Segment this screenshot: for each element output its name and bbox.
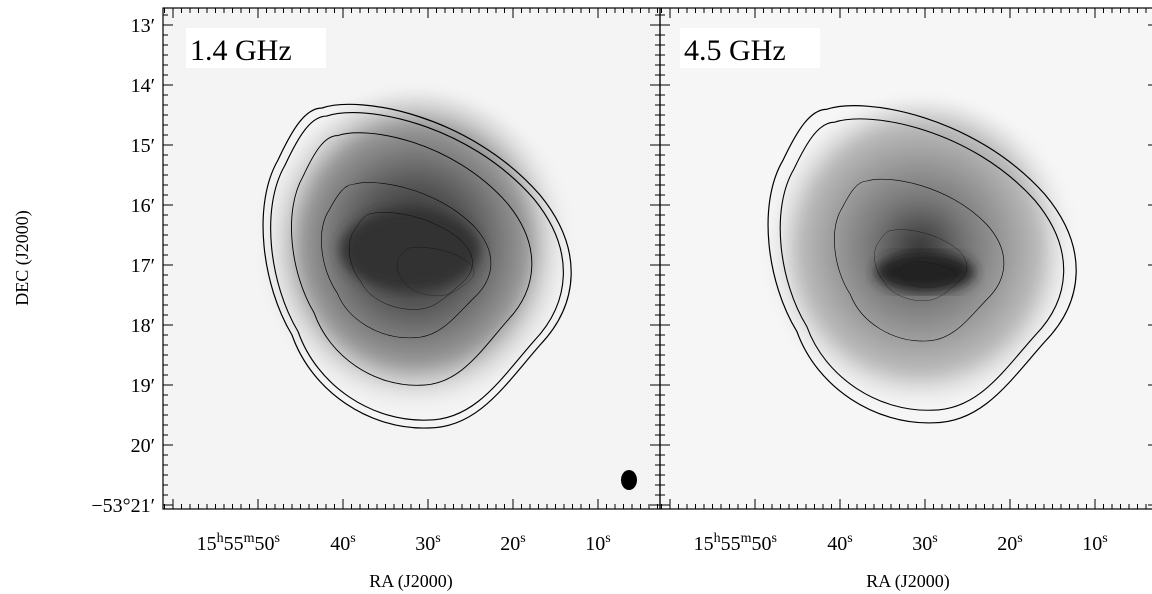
- x-tick-label-part: s: [932, 531, 937, 546]
- x-tick-label: 30s: [912, 531, 937, 555]
- x-tick-label-part: s: [350, 531, 355, 546]
- x-tick-label-part: s: [605, 531, 610, 546]
- label-bg: [680, 28, 820, 68]
- x-tick-label: 20s: [500, 531, 525, 555]
- x-tick-label: 10s: [1082, 531, 1107, 555]
- x-tick-label-part: h: [714, 531, 721, 546]
- panel-label: 1.4 GHz: [190, 34, 292, 67]
- x-tick-label-part: s: [1017, 531, 1022, 546]
- x-tick-label-part: s: [772, 531, 777, 546]
- x-tick-label-part: 30: [912, 533, 932, 555]
- x-tick-label-part: 40: [827, 533, 847, 555]
- panel-label: 4.5 GHz: [684, 34, 786, 67]
- x-tick-label-part: 55: [721, 533, 741, 555]
- panel-frame: [659, 7, 1152, 510]
- x-tick-label: 40s: [827, 531, 852, 555]
- y-tick-label: 20′: [131, 435, 155, 457]
- y-axis-label: DEC (J2000): [12, 210, 33, 306]
- x-tick-label-part: s: [847, 531, 852, 546]
- x-tick-label-part: 20: [997, 533, 1017, 555]
- y-tick-label: 14′: [131, 75, 155, 97]
- x-tick-label-part: 30: [415, 533, 435, 555]
- x-tick-label-part: 40: [330, 533, 350, 555]
- x-tick-label: 40s: [330, 531, 355, 555]
- x-tick-label-part: 55: [224, 533, 244, 555]
- y-tick-label: 13′: [131, 15, 155, 37]
- x-tick-label-part: s: [520, 531, 525, 546]
- x-tick-label-part: 20: [500, 533, 520, 555]
- x-axis-label: RA (J2000): [369, 571, 453, 592]
- x-tick-label-part: 15: [694, 533, 714, 555]
- x-tick-label-part: s: [275, 531, 280, 546]
- x-tick-label: 30s: [415, 531, 440, 555]
- x-tick-label-part: 50: [255, 533, 275, 555]
- x-tick-label-part: m: [244, 531, 255, 546]
- y-tick-label: 18′: [131, 315, 155, 337]
- label-bg: [186, 28, 326, 68]
- x-tick-label-part: s: [1102, 531, 1107, 546]
- y-tick-label: 15′: [131, 135, 155, 157]
- y-tick-label: 17′: [131, 255, 155, 277]
- x-tick-label: 15h55m50s: [197, 531, 280, 555]
- x-tick-label: 15h55m50s: [694, 531, 777, 555]
- map-1: [255, 92, 637, 490]
- x-tick-label-part: 50: [752, 533, 772, 555]
- x-tick-label-part: m: [741, 531, 752, 546]
- x-tick-label: 20s: [997, 531, 1022, 555]
- y-tick-label: 16′: [131, 195, 155, 217]
- x-axis-label: RA (J2000): [866, 571, 950, 592]
- x-tick-label-part: 10: [585, 533, 605, 555]
- map-2: [760, 100, 1080, 430]
- x-tick-label: 10s: [585, 531, 610, 555]
- y-tick-label: −53°21′: [91, 495, 155, 517]
- x-tick-label-part: h: [217, 531, 224, 546]
- y-tick-label: 19′: [131, 375, 155, 397]
- x-tick-label-part: 15: [197, 533, 217, 555]
- x-tick-label-part: s: [435, 531, 440, 546]
- x-tick-label-part: 10: [1082, 533, 1102, 555]
